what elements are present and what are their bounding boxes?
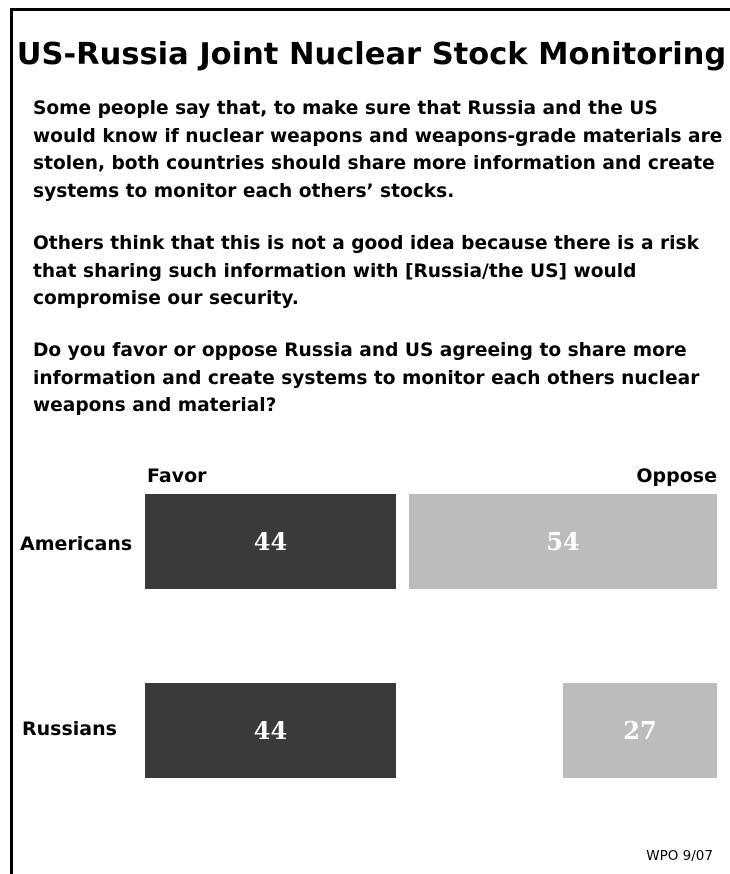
frame-top-border — [10, 8, 730, 11]
favor-bar-americans: 44 — [145, 494, 396, 589]
favor-bar-russians: 44 — [145, 683, 396, 778]
chart-title: US-Russia Joint Nuclear Stock Monitoring — [16, 37, 727, 72]
question-paragraph-3: Do you favor or oppose Russia and US agr… — [33, 340, 700, 417]
favor-column-header: Favor — [147, 465, 207, 487]
row-label-russians: Russians — [22, 718, 117, 740]
oppose-value-americans: 54 — [546, 527, 580, 556]
frame-left-border — [10, 8, 13, 874]
favor-value-americans: 44 — [253, 527, 288, 556]
question-paragraph-2: Others think that this is not a good ide… — [33, 233, 699, 310]
favor-value-russians: 44 — [253, 716, 288, 745]
oppose-column-header: Oppose — [636, 465, 717, 487]
oppose-bar-russians: 27 — [563, 683, 717, 778]
row-label-americans: Americans — [20, 533, 133, 555]
question-paragraph-1: Some people say that, to make sure that … — [33, 98, 723, 202]
oppose-value-russians: 27 — [623, 716, 657, 745]
source-note: WPO 9/07 — [646, 848, 713, 864]
oppose-bar-americans: 54 — [409, 494, 717, 589]
